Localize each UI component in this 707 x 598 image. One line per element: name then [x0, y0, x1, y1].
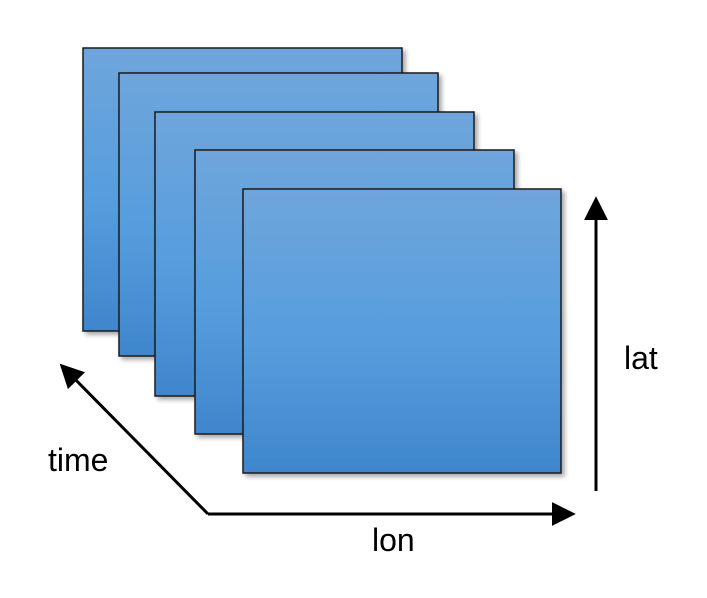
time-axis-label: time: [48, 444, 108, 476]
lon-axis-label: lon: [372, 524, 415, 556]
lat-axis-label: lat: [624, 342, 658, 374]
layer-5: [243, 189, 561, 473]
